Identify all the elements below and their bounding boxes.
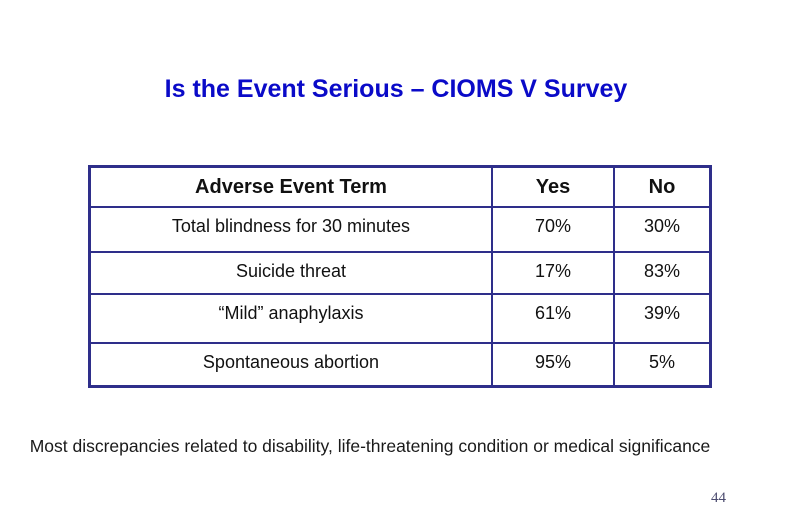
- cell-yes: 95%: [491, 342, 615, 388]
- table-row: Suicide threat 17% 83%: [88, 251, 712, 295]
- table-row: Total blindness for 30 minutes 70% 30%: [88, 206, 712, 253]
- page-title: Is the Event Serious – CIOMS V Survey: [164, 75, 628, 103]
- footer-note: Most discrepancies related to disability…: [29, 436, 711, 456]
- survey-table: Adverse Event Term Yes No Total blindnes…: [88, 165, 712, 388]
- cell-term: Total blindness for 30 minutes: [88, 206, 493, 253]
- page-number: 44: [711, 490, 726, 506]
- table-header-row: Adverse Event Term Yes No: [88, 165, 712, 208]
- table-header-term: Adverse Event Term: [88, 165, 493, 208]
- cell-term: Spontaneous abortion: [88, 342, 493, 388]
- cell-no: 30%: [613, 206, 712, 253]
- cell-no: 39%: [613, 293, 712, 344]
- cell-yes: 61%: [491, 293, 615, 344]
- table-row: Spontaneous abortion 95% 5%: [88, 342, 712, 388]
- cell-term: “Mild” anaphylaxis: [88, 293, 493, 344]
- cell-yes: 17%: [491, 251, 615, 295]
- cell-yes: 70%: [491, 206, 615, 253]
- cell-term: Suicide threat: [88, 251, 493, 295]
- table-header-no: No: [613, 165, 712, 208]
- table-row: “Mild” anaphylaxis 61% 39%: [88, 293, 712, 344]
- cell-no: 83%: [613, 251, 712, 295]
- cell-no: 5%: [613, 342, 712, 388]
- table-header-yes: Yes: [491, 165, 615, 208]
